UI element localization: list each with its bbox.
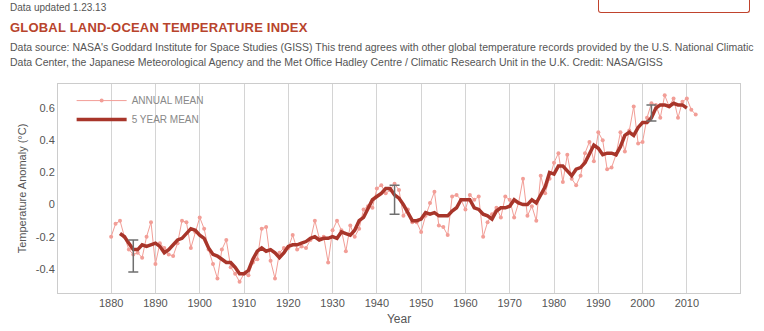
svg-text:ANNUAL MEAN: ANNUAL MEAN [132, 95, 204, 106]
svg-text:-0.4: -0.4 [36, 263, 55, 275]
svg-text:Temperature Anomaly (°C): Temperature Anomaly (°C) [16, 124, 28, 254]
svg-text:1890: 1890 [143, 297, 167, 309]
svg-text:1920: 1920 [276, 297, 300, 309]
svg-text:1940: 1940 [365, 297, 389, 309]
svg-text:0.4: 0.4 [40, 134, 55, 146]
svg-text:1930: 1930 [320, 297, 344, 309]
html-text:GLOBAL LAND-OCEAN TEMPERATURE: GLOBAL LAND-OCEAN TEMPERATURE INDEX [10, 20, 308, 35]
svg-text:1970: 1970 [497, 297, 521, 309]
svg-text:1900: 1900 [187, 297, 211, 309]
svg-text:1950: 1950 [409, 297, 433, 309]
svg-text:1910: 1910 [232, 297, 256, 309]
svg-text:0: 0 [49, 198, 55, 210]
html-text:Data source: NASA's Goddard In: Data source: NASA's Goddard Institute fo… [10, 41, 754, 68]
svg-text:-0.2: -0.2 [36, 231, 55, 243]
svg-text:1980: 1980 [542, 297, 566, 309]
html-text:Data updated 1.23.13: Data updated 1.23.13 [10, 2, 107, 13]
svg-text:2010: 2010 [675, 297, 699, 309]
svg-text:0.2: 0.2 [40, 166, 55, 178]
svg-text:1960: 1960 [453, 297, 477, 309]
svg-text:0.6: 0.6 [40, 102, 55, 114]
svg-text:Year: Year [387, 312, 411, 326]
svg-text:1990: 1990 [586, 297, 610, 309]
svg-text:5 YEAR MEAN: 5 YEAR MEAN [132, 114, 199, 125]
svg-text:1880: 1880 [99, 297, 123, 309]
svg-text:2000: 2000 [630, 297, 654, 309]
